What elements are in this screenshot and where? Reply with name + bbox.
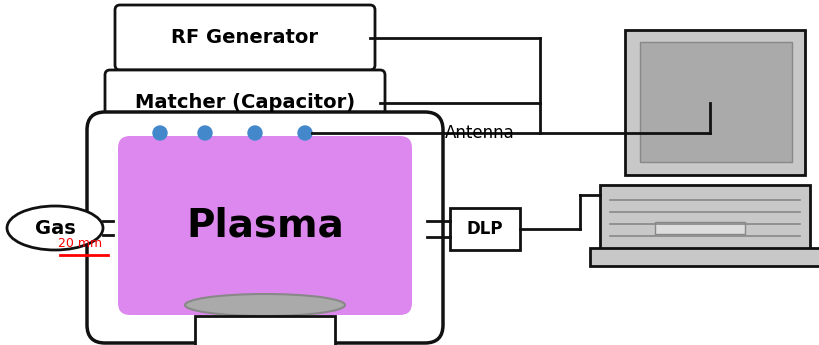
Circle shape (297, 126, 311, 140)
FancyBboxPatch shape (115, 5, 374, 70)
Text: 20 mm: 20 mm (58, 237, 102, 250)
Bar (590, 248, 819, 266)
Bar (639, 42, 791, 162)
Bar (195, 316, 335, 345)
Circle shape (197, 126, 212, 140)
Text: Gas: Gas (34, 218, 75, 237)
Ellipse shape (7, 206, 103, 250)
Text: Plasma: Plasma (186, 207, 343, 245)
Circle shape (247, 126, 262, 140)
Bar (624, 30, 804, 175)
Text: Matcher (Capacitor): Matcher (Capacitor) (135, 93, 355, 112)
FancyBboxPatch shape (105, 70, 385, 135)
Ellipse shape (185, 294, 345, 316)
FancyBboxPatch shape (118, 136, 411, 315)
Circle shape (153, 126, 167, 140)
FancyBboxPatch shape (87, 112, 442, 343)
Bar (654, 222, 744, 234)
Bar (600, 185, 809, 255)
Text: DLP: DLP (466, 220, 503, 238)
Bar (450, 208, 519, 250)
Text: Antenna: Antenna (445, 124, 514, 142)
Text: RF Generator: RF Generator (171, 28, 318, 47)
